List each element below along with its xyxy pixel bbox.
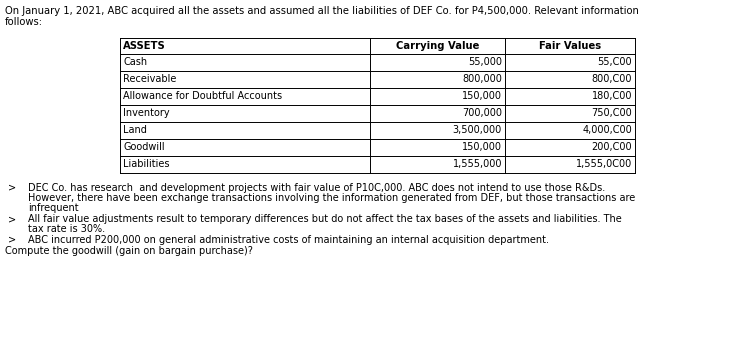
Text: Liabilities: Liabilities [123, 159, 169, 169]
Text: Compute the goodwill (gain on bargain purchase)?: Compute the goodwill (gain on bargain pu… [5, 246, 253, 256]
Text: Land: Land [123, 125, 147, 135]
Text: DEC Co. has research  and development projects with fair value of P10C,000. ABC : DEC Co. has research and development pro… [28, 183, 605, 193]
Text: >: > [8, 183, 16, 193]
Text: Inventory: Inventory [123, 108, 169, 118]
Text: ASSETS: ASSETS [123, 41, 166, 51]
Text: Receivable: Receivable [123, 74, 176, 84]
Text: 55,000: 55,000 [468, 57, 502, 67]
Text: 150,000: 150,000 [462, 91, 502, 101]
Text: ABC incurred P200,000 on general administrative costs of maintaining an internal: ABC incurred P200,000 on general adminis… [28, 235, 549, 245]
Text: 4,000,C00: 4,000,C00 [582, 125, 632, 135]
Text: >: > [8, 235, 16, 245]
Text: Goodwill: Goodwill [123, 142, 164, 152]
Text: infrequent: infrequent [28, 203, 78, 213]
Text: >: > [8, 214, 16, 224]
Text: Fair Values: Fair Values [539, 41, 601, 51]
Text: 1,555,000: 1,555,000 [452, 159, 502, 169]
Text: Cash: Cash [123, 57, 147, 67]
Text: 150,000: 150,000 [462, 142, 502, 152]
Text: 3,500,000: 3,500,000 [453, 125, 502, 135]
Text: 1,555,0C00: 1,555,0C00 [576, 159, 632, 169]
Text: 55,C00: 55,C00 [597, 57, 632, 67]
Text: Carrying Value: Carrying Value [396, 41, 480, 51]
Text: 800,000: 800,000 [462, 74, 502, 84]
Text: follows:: follows: [5, 17, 43, 27]
Text: All fair value adjustments result to temporary differences but do not affect the: All fair value adjustments result to tem… [28, 214, 622, 224]
Text: However, there have been exchange transactions involving the information generat: However, there have been exchange transa… [28, 193, 635, 203]
Text: 750,C00: 750,C00 [591, 108, 632, 118]
Text: 200,C00: 200,C00 [591, 142, 632, 152]
Text: 700,000: 700,000 [462, 108, 502, 118]
Text: Allowance for Doubtful Accounts: Allowance for Doubtful Accounts [123, 91, 282, 101]
Text: On January 1, 2021, ABC acquired all the assets and assumed all the liabilities : On January 1, 2021, ABC acquired all the… [5, 6, 639, 16]
Text: tax rate is 30%.: tax rate is 30%. [28, 224, 105, 234]
Text: 180,C00: 180,C00 [591, 91, 632, 101]
Text: 800,C00: 800,C00 [591, 74, 632, 84]
